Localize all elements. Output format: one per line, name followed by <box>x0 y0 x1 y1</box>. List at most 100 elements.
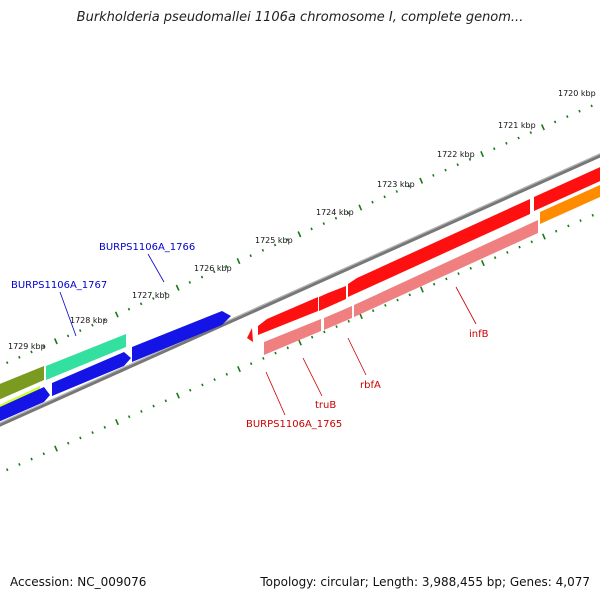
scale-tick <box>566 115 569 119</box>
scale-tick <box>591 213 594 217</box>
scale-label-1720: 1720 kbp <box>558 89 596 98</box>
scale-tick <box>30 350 33 354</box>
leader-line-rbfA <box>347 337 367 376</box>
gene-blue-arrow-1766[interactable] <box>132 311 231 362</box>
scale-label-1725: 1725 kbp <box>255 236 293 245</box>
scale-tick <box>262 356 265 360</box>
gene-red-arrow-rbfA[interactable] <box>319 286 346 311</box>
scale-tick <box>249 362 253 366</box>
scale-tick <box>236 257 241 265</box>
scale-tick <box>225 372 229 376</box>
scale-tick <box>152 404 155 408</box>
scale-tick <box>42 345 45 349</box>
gene-pink-arrow-1765[interactable] <box>264 319 321 355</box>
scale-tick <box>590 104 593 108</box>
gene-label-burps1767[interactable]: BURPS1106A_1767 <box>11 280 107 291</box>
scale-tick <box>432 282 436 286</box>
scale-tick <box>480 259 485 267</box>
scale-tick <box>176 392 180 399</box>
scale-tick <box>115 418 119 426</box>
scale-tick <box>140 409 143 413</box>
scale-tick <box>237 365 241 373</box>
gene-red-arrow-next[interactable] <box>534 158 600 211</box>
gene-blue-arrow-1767[interactable] <box>0 387 50 430</box>
scale-tick <box>445 277 448 281</box>
gene-orange-arrow[interactable] <box>540 176 600 224</box>
gene-pink-arrow-infB[interactable] <box>354 220 538 317</box>
gene-teal-arrow[interactable] <box>46 334 126 380</box>
scale-tick <box>493 147 496 151</box>
scale-label-1722: 1722 kbp <box>437 150 475 159</box>
gene-red-arrow-infB[interactable] <box>348 199 530 297</box>
gene-olive-arrow[interactable] <box>0 366 44 408</box>
inner-scale-ticks <box>5 213 594 472</box>
scale-tick <box>297 231 302 238</box>
scale-tick <box>408 293 411 297</box>
scale-tick <box>127 307 131 311</box>
scale-tick <box>396 298 399 302</box>
scale-tick <box>371 309 375 313</box>
gene-label-burps1765[interactable]: BURPS1106A_1765 <box>246 419 342 430</box>
scale-label-1727: 1727 kbp <box>132 291 170 300</box>
gene-label-burps1766[interactable]: BURPS1106A_1766 <box>99 242 195 253</box>
scale-tick <box>420 286 424 293</box>
scale-tick <box>480 150 485 158</box>
scale-tick <box>188 388 192 392</box>
scale-tick <box>456 163 459 167</box>
scale-tick <box>517 136 520 140</box>
scale-tick <box>567 224 570 228</box>
scale-tick <box>127 415 131 419</box>
footer-accession: Accession: NC_009076 <box>10 575 147 589</box>
scale-tick <box>274 351 277 355</box>
gene-label-truB[interactable]: truB <box>315 400 336 411</box>
scale-tick <box>395 190 399 193</box>
gene-label-rbfA[interactable]: rbfA <box>360 380 381 391</box>
scale-tick <box>518 245 521 249</box>
leader-line-burps1767 <box>59 291 77 337</box>
gene-label-infB[interactable]: infB <box>469 329 489 340</box>
scale-tick <box>79 436 82 440</box>
scale-tick <box>553 120 557 124</box>
scale-tick <box>310 227 313 231</box>
scale-tick <box>54 445 58 452</box>
scale-tick <box>18 355 21 359</box>
scale-label-1728: 1728 kbp <box>70 316 108 325</box>
scale-tick <box>114 311 119 318</box>
scale-tick <box>273 243 277 247</box>
scale-tick <box>334 216 338 220</box>
scale-tick <box>188 280 192 284</box>
scale-tick <box>371 200 374 204</box>
scale-tick <box>444 168 447 172</box>
scale-tick <box>213 378 216 382</box>
backbone-highlight <box>0 153 600 424</box>
gene-blue-arrow-rev[interactable] <box>52 352 131 396</box>
scale-tick <box>358 204 363 211</box>
scale-tick <box>506 250 509 254</box>
leader-line-burps1766 <box>147 253 165 283</box>
scale-tick <box>469 266 472 270</box>
scale-tick <box>457 272 460 276</box>
scale-tick <box>79 329 82 333</box>
scale-tick <box>5 468 9 472</box>
scale-tick <box>346 211 350 215</box>
scale-label-1724: 1724 kbp <box>316 208 354 217</box>
scale-tick <box>323 330 326 334</box>
scale-tick <box>30 457 33 461</box>
scale-tick <box>468 157 472 161</box>
scale-tick <box>578 109 581 113</box>
scale-tick <box>139 302 143 306</box>
scale-tick <box>201 383 204 387</box>
scale-tick <box>91 323 94 327</box>
gene-red-arrow-small[interactable] <box>247 328 253 342</box>
scale-tick <box>164 291 167 295</box>
scale-tick <box>66 334 70 338</box>
scale-tick <box>175 284 180 291</box>
leader-line-burps1765 <box>265 371 286 416</box>
gene-pink-arrow-truB[interactable] <box>324 306 352 330</box>
gene-red-arrow-truB[interactable] <box>258 297 318 335</box>
scale-tick <box>200 275 204 279</box>
scale-label-1726: 1726 kbp <box>194 264 232 273</box>
scale-tick <box>5 361 9 365</box>
scale-tick <box>384 303 387 307</box>
